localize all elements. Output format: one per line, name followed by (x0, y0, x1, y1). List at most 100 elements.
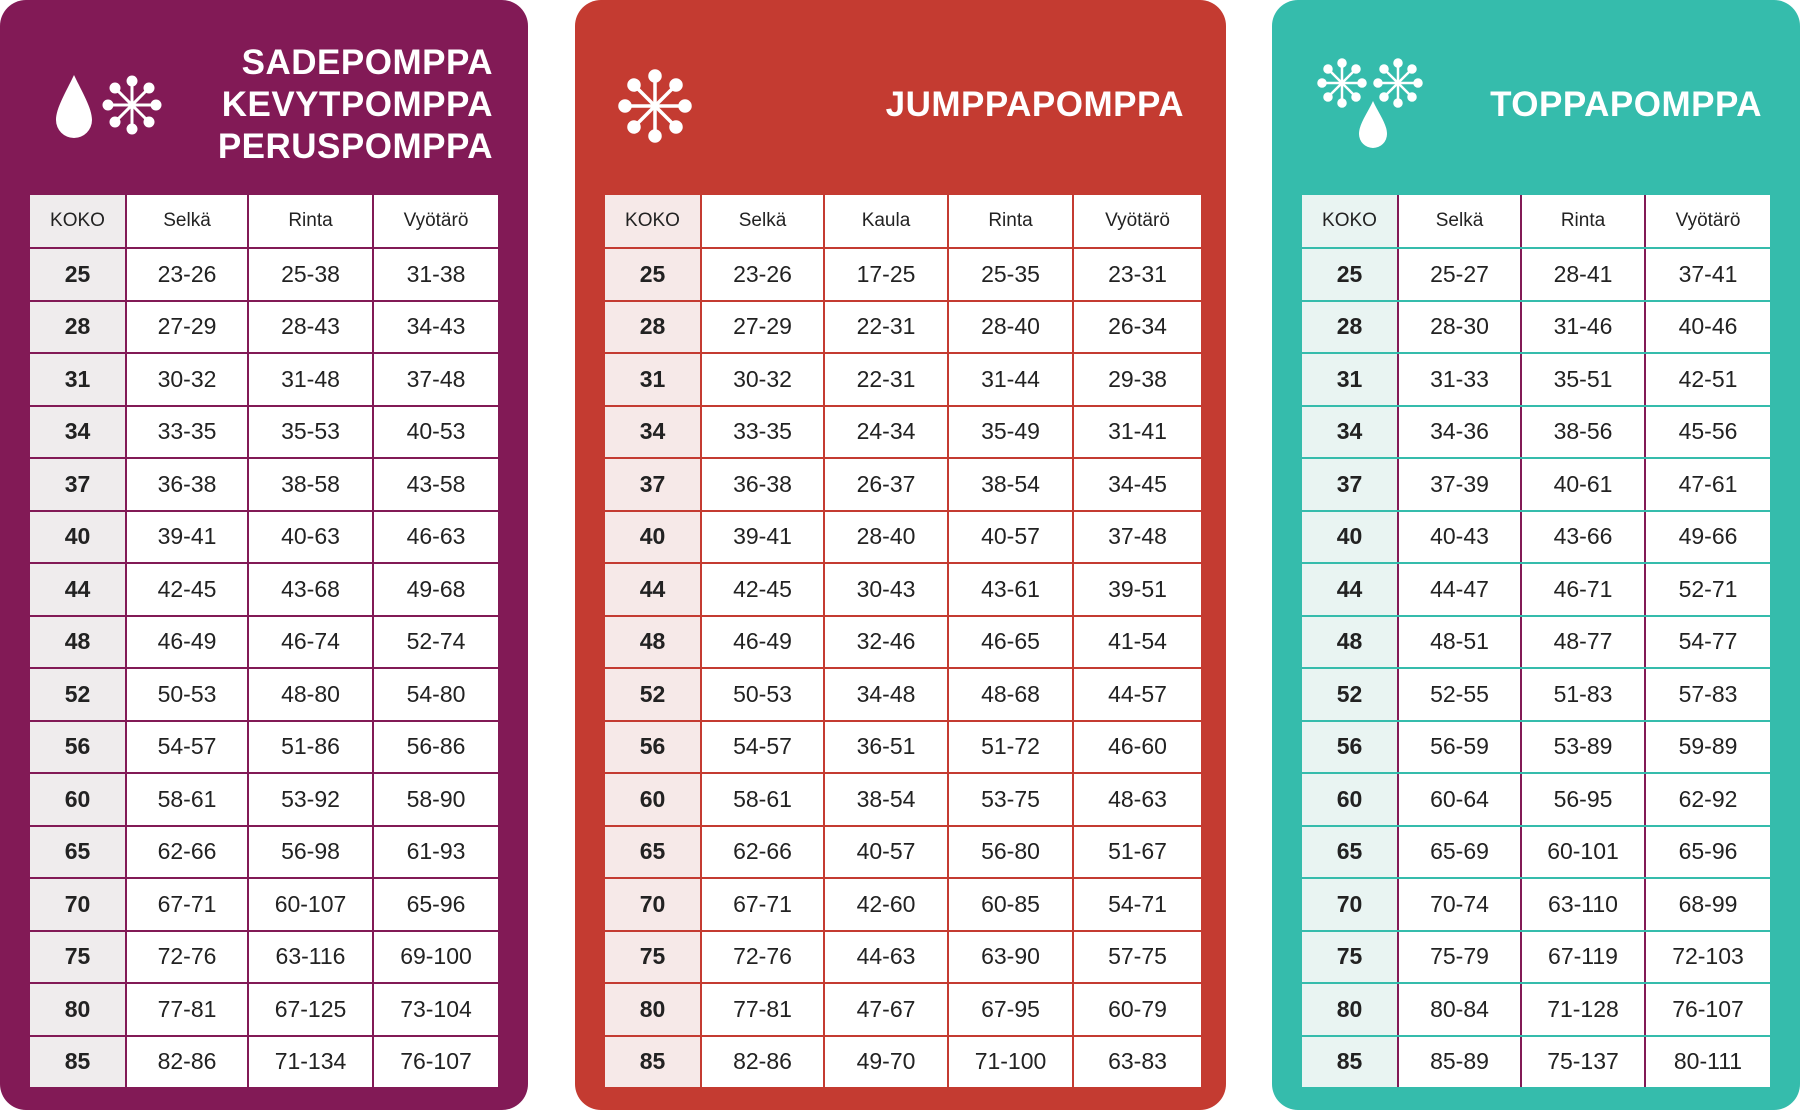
size-cell: 60 (605, 773, 701, 827)
measurement-cell: 31-46 (1520, 300, 1645, 354)
size-cell: 60 (1302, 773, 1398, 827)
table-row: 60 58-61 53-92 58-90 (30, 773, 498, 827)
measurement-cell: 34-48 (823, 668, 948, 722)
column-header: KOKO (30, 195, 126, 249)
table-row: 31 30-32 22-31 31-44 29-38 (605, 353, 1201, 407)
size-cell: 28 (1302, 300, 1398, 354)
measurement-cell: 56-98 (247, 825, 373, 879)
measurement-cell: 25-35 (947, 248, 1073, 302)
table-row: 65 62-66 40-57 56-80 51-67 (605, 825, 1201, 879)
size-cell: 70 (30, 878, 126, 932)
measurement-cell: 76-107 (1644, 983, 1770, 1037)
size-cell: 25 (605, 248, 701, 302)
measurement-cell: 58-90 (372, 773, 498, 827)
header-row: KOKO Selkä Kaula Rinta Vyötärö (605, 195, 1201, 249)
measurement-cell: 39-51 (1072, 563, 1201, 617)
product-title: PERUSPOMPPA (217, 127, 493, 166)
measurement-cell: 62-66 (700, 825, 824, 879)
measurement-cell: 54-57 (125, 720, 248, 774)
table-row: 25 23-26 17-25 25-35 23-31 (605, 248, 1201, 302)
measurement-cell: 44-63 (823, 930, 948, 984)
product-title: KEVYTPOMPPA (221, 85, 493, 124)
measurement-cell: 65-96 (372, 878, 498, 932)
table-row: 75 72-76 44-63 63-90 57-75 (605, 930, 1201, 984)
measurement-cell: 30-32 (700, 353, 824, 407)
weather-icons (618, 69, 692, 143)
measurement-cell: 80-84 (1397, 983, 1521, 1037)
weather-icons (1317, 58, 1423, 148)
measurement-cell: 40-61 (1520, 458, 1645, 512)
size-cell: 44 (605, 563, 701, 617)
measurement-cell: 67-71 (125, 878, 248, 932)
measurement-cell: 54-80 (372, 668, 498, 722)
measurement-cell: 71-128 (1520, 983, 1645, 1037)
measurement-cell: 28-40 (823, 510, 948, 564)
product-title: JUMPPAPOMPPA (885, 85, 1184, 124)
table-row: 28 27-29 28-43 34-43 (30, 300, 498, 354)
measurement-cell: 25-27 (1397, 248, 1521, 302)
size-cell: 28 (605, 300, 701, 354)
measurement-cell: 56-86 (372, 720, 498, 774)
measurement-cell: 37-41 (1644, 248, 1770, 302)
measurement-cell: 63-90 (947, 930, 1073, 984)
table-row: 60 58-61 38-54 53-75 48-63 (605, 773, 1201, 827)
size-cell: 25 (1302, 248, 1398, 302)
size-cell: 34 (1302, 405, 1398, 459)
measurement-cell: 40-53 (372, 405, 498, 459)
table-row: 70 67-71 60-107 65-96 (30, 878, 498, 932)
drop-icon (1359, 101, 1387, 148)
size-cell: 56 (605, 720, 701, 774)
measurement-cell: 52-74 (372, 615, 498, 669)
measurement-cell: 30-43 (823, 563, 948, 617)
panel-jumppapomppa: JUMPPAPOMPPA KOKO Selkä Kaula Rinta Vyötärö 2… (575, 0, 1226, 1110)
measurement-cell: 62-92 (1644, 773, 1770, 827)
measurement-cell: 72-76 (125, 930, 248, 984)
measurement-cell: 58-61 (700, 773, 824, 827)
measurement-cell: 76-107 (372, 1035, 498, 1087)
measurement-cell: 65-96 (1644, 825, 1770, 879)
table-row: 44 42-45 30-43 43-61 39-51 (605, 563, 1201, 617)
measurement-cell: 48-77 (1520, 615, 1645, 669)
column-header: Selkä (1397, 195, 1521, 249)
measurement-cell: 58-61 (125, 773, 248, 827)
size-cell: 48 (1302, 615, 1398, 669)
measurement-cell: 53-92 (247, 773, 373, 827)
measurement-cell: 37-39 (1397, 458, 1521, 512)
measurement-cell: 44-57 (1072, 668, 1201, 722)
measurement-cell: 62-66 (125, 825, 248, 879)
size-cell: 48 (605, 615, 701, 669)
measurement-cell: 63-110 (1520, 878, 1645, 932)
size-table: KOKO Selkä Rinta Vyötärö 25 23-26 25-38 31-38 28… (30, 195, 498, 1087)
size-cell: 28 (30, 300, 126, 354)
measurement-cell: 17-25 (823, 248, 948, 302)
measurement-cell: 49-70 (823, 1035, 948, 1087)
measurement-cell: 29-38 (1072, 353, 1201, 407)
measurement-cell: 85-89 (1397, 1035, 1521, 1087)
measurement-cell: 67-95 (947, 983, 1073, 1037)
measurement-cell: 63-83 (1072, 1035, 1201, 1087)
measurement-cell: 46-65 (947, 615, 1073, 669)
measurement-cell: 57-83 (1644, 668, 1770, 722)
measurement-cell: 57-75 (1072, 930, 1201, 984)
table-row: 37 37-39 40-61 47-61 (1302, 458, 1770, 512)
measurement-cell: 38-56 (1520, 405, 1645, 459)
measurement-cell: 27-29 (700, 300, 824, 354)
size-cell: 34 (30, 405, 126, 459)
measurement-cell: 25-38 (247, 248, 373, 302)
measurement-cell: 34-36 (1397, 405, 1521, 459)
size-cell: 75 (1302, 930, 1398, 984)
measurement-cell: 53-75 (947, 773, 1073, 827)
measurement-cell: 48-80 (247, 668, 373, 722)
measurement-cell: 40-43 (1397, 510, 1521, 564)
table-row: 85 85-89 75-137 80-111 (1302, 1035, 1770, 1087)
measurement-cell: 43-66 (1520, 510, 1645, 564)
table-row: 48 46-49 46-74 52-74 (30, 615, 498, 669)
table-row: 52 50-53 34-48 48-68 44-57 (605, 668, 1201, 722)
measurement-cell: 50-53 (125, 668, 248, 722)
size-cell: 52 (30, 668, 126, 722)
table-row: 56 54-57 51-86 56-86 (30, 720, 498, 774)
measurement-cell: 35-51 (1520, 353, 1645, 407)
size-cell: 85 (30, 1035, 126, 1087)
measurement-cell: 49-66 (1644, 510, 1770, 564)
measurement-cell: 31-38 (372, 248, 498, 302)
